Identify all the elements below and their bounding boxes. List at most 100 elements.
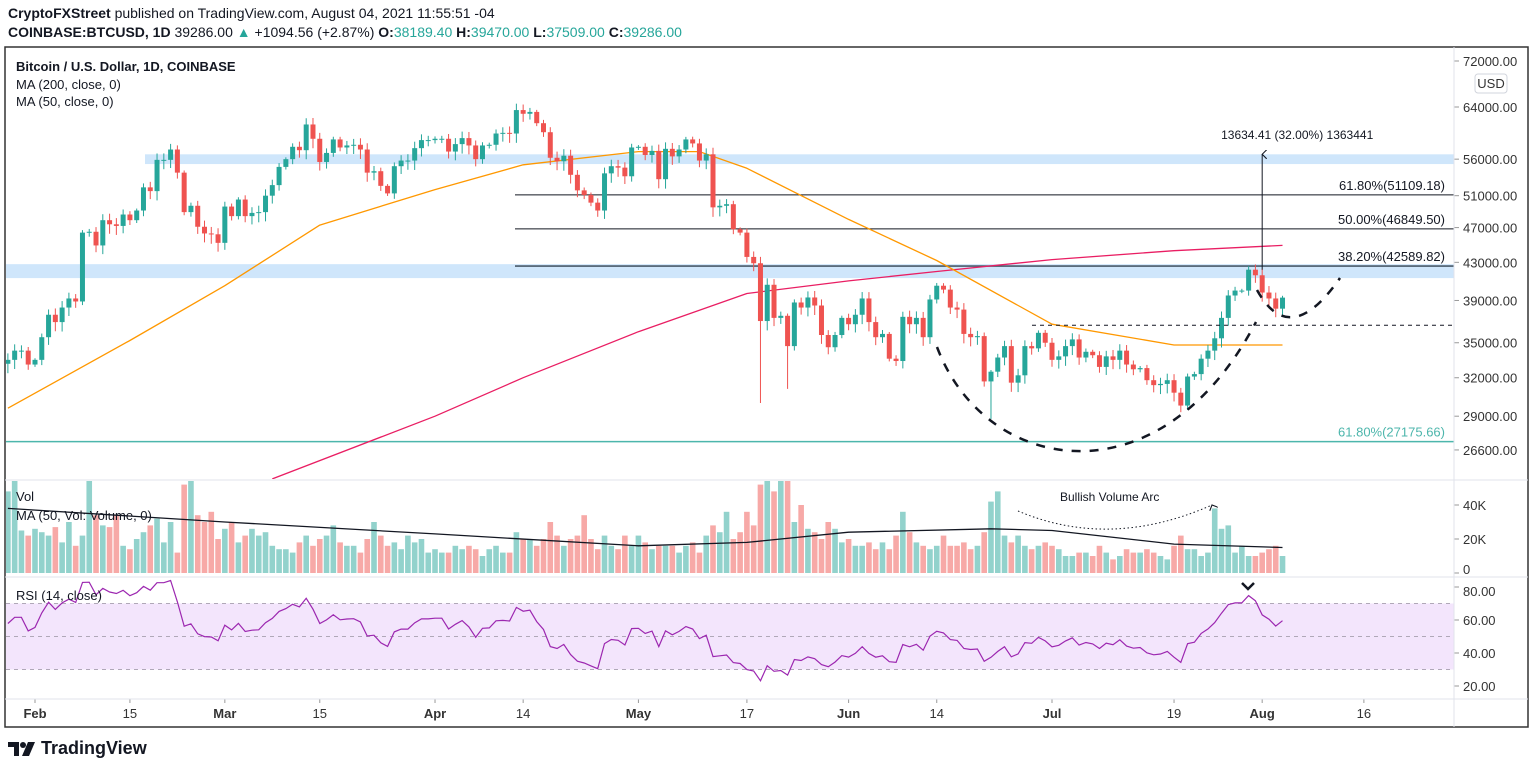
volume-bar [872, 549, 879, 573]
volume-bar [533, 545, 540, 573]
candle-down [893, 358, 899, 362]
candle-up [500, 132, 506, 134]
candle-up [852, 314, 858, 325]
fib-level-label: 38.20%(42589.82) [1338, 249, 1445, 264]
volume-bar [1218, 528, 1225, 573]
candle-up [330, 139, 336, 153]
rsi-tick-label: 20.00 [1463, 679, 1496, 694]
candle-down [215, 234, 221, 243]
candle-down [1144, 368, 1150, 381]
volume-bar [303, 535, 309, 573]
volume-bar [689, 542, 696, 573]
candle-down [195, 205, 201, 227]
volume-bar [750, 525, 757, 573]
published-text: published on TradingView.com, August 04,… [114, 5, 495, 21]
volume-bar [1137, 552, 1143, 573]
volume-bar [581, 515, 587, 573]
legend-ma200[interactable]: MA (200, close, 0) [16, 77, 121, 92]
candle-down [771, 284, 777, 318]
candle-down [1252, 269, 1258, 276]
volume-bar [167, 522, 174, 573]
candle-up [418, 140, 424, 149]
candle-up [188, 205, 194, 213]
rsi-tick-label: 80.00 [1463, 584, 1496, 599]
volume-bar [1144, 549, 1150, 573]
legend-rsi[interactable]: RSI (14, close) [16, 588, 102, 603]
candle-down [961, 309, 967, 334]
candle-down [1029, 346, 1035, 349]
tradingview-logo[interactable]: TradingView [8, 738, 147, 759]
volume-bar [839, 542, 845, 573]
volume-bar [228, 522, 235, 573]
volume-bar [696, 552, 703, 573]
last-price: 39286.00 [174, 24, 233, 40]
candle-up [778, 315, 784, 318]
candle-down [317, 138, 323, 162]
candle-down [954, 307, 960, 310]
candle-down [812, 297, 818, 306]
candle-up [839, 317, 845, 336]
volume-bar [466, 545, 472, 573]
legend-vol[interactable]: Vol [16, 489, 34, 504]
volume-bar [201, 522, 208, 573]
volume-bar [215, 539, 221, 573]
volume-bar [730, 539, 737, 573]
handle-curve [1255, 277, 1342, 319]
candle-up [1246, 269, 1252, 291]
rsi-peak-chevron-icon [1241, 582, 1255, 591]
candle-up [724, 204, 730, 206]
volume-bar [32, 528, 38, 573]
legend-ma50[interactable]: MA (50, close, 0) [16, 94, 114, 109]
candle-up [6, 359, 11, 364]
volume-bar [147, 525, 154, 573]
volume-bar [513, 532, 520, 573]
volume-bar [947, 545, 954, 573]
currency-badge[interactable]: USD [1474, 73, 1508, 94]
volume-bar [486, 549, 493, 573]
volume-bar [506, 552, 513, 573]
drawings[interactable]: 13634.41 (32.00%) 1363441 Bullish Volume … [935, 128, 1454, 591]
candle-down [242, 199, 248, 217]
price-tick-label: 43000.00 [1463, 255, 1517, 270]
candle-up [880, 333, 885, 338]
candle-up [32, 359, 38, 365]
volume-bar [669, 545, 676, 573]
fibonacci-levels[interactable]: 61.80%(51109.18) 50.00%(46849.50) 38.20%(4… [6, 178, 1454, 443]
time-tick-label: 14 [516, 706, 530, 721]
volume-arc-label: Bullish Volume Arc [1060, 490, 1159, 504]
candle-down [1178, 392, 1184, 406]
symbol: COINBASE:BTCUSD, 1D [8, 24, 171, 40]
volume-bar [594, 549, 601, 573]
volume-bar [452, 545, 459, 573]
candle-up [764, 284, 770, 322]
candle-up [683, 139, 689, 150]
volume-bar [1028, 549, 1035, 573]
volume-bar [520, 539, 526, 573]
candle-down [1008, 346, 1014, 383]
legend-vol-ma[interactable]: MA (50, Vol: Volume, 0) [16, 508, 152, 523]
volume-bar [933, 545, 940, 573]
candle-down [947, 289, 953, 308]
volume-bar [208, 511, 215, 573]
volume-bar [628, 545, 635, 573]
candle-down [147, 187, 153, 192]
ma200-line [272, 244, 1283, 479]
candle-down [615, 166, 621, 168]
volume-bar [418, 539, 425, 573]
volume-bar [439, 552, 445, 573]
volume-tick-label: 40K [1463, 498, 1486, 513]
volume-bar [1198, 556, 1204, 573]
support-resistance-zones [6, 154, 1454, 279]
time-tick-label: Apr [424, 706, 446, 721]
volume-bar [825, 522, 832, 573]
volume-bar [1252, 556, 1259, 573]
price-tick-label: 39000.00 [1463, 293, 1517, 308]
candle-up [324, 152, 330, 162]
volume-ma-line [7, 507, 1283, 549]
candle-up [1212, 338, 1218, 351]
candle-up [79, 232, 85, 302]
volume-bar [967, 549, 974, 573]
price-tick-label: 72000.00 [1463, 54, 1517, 69]
candle-up [1205, 350, 1211, 359]
